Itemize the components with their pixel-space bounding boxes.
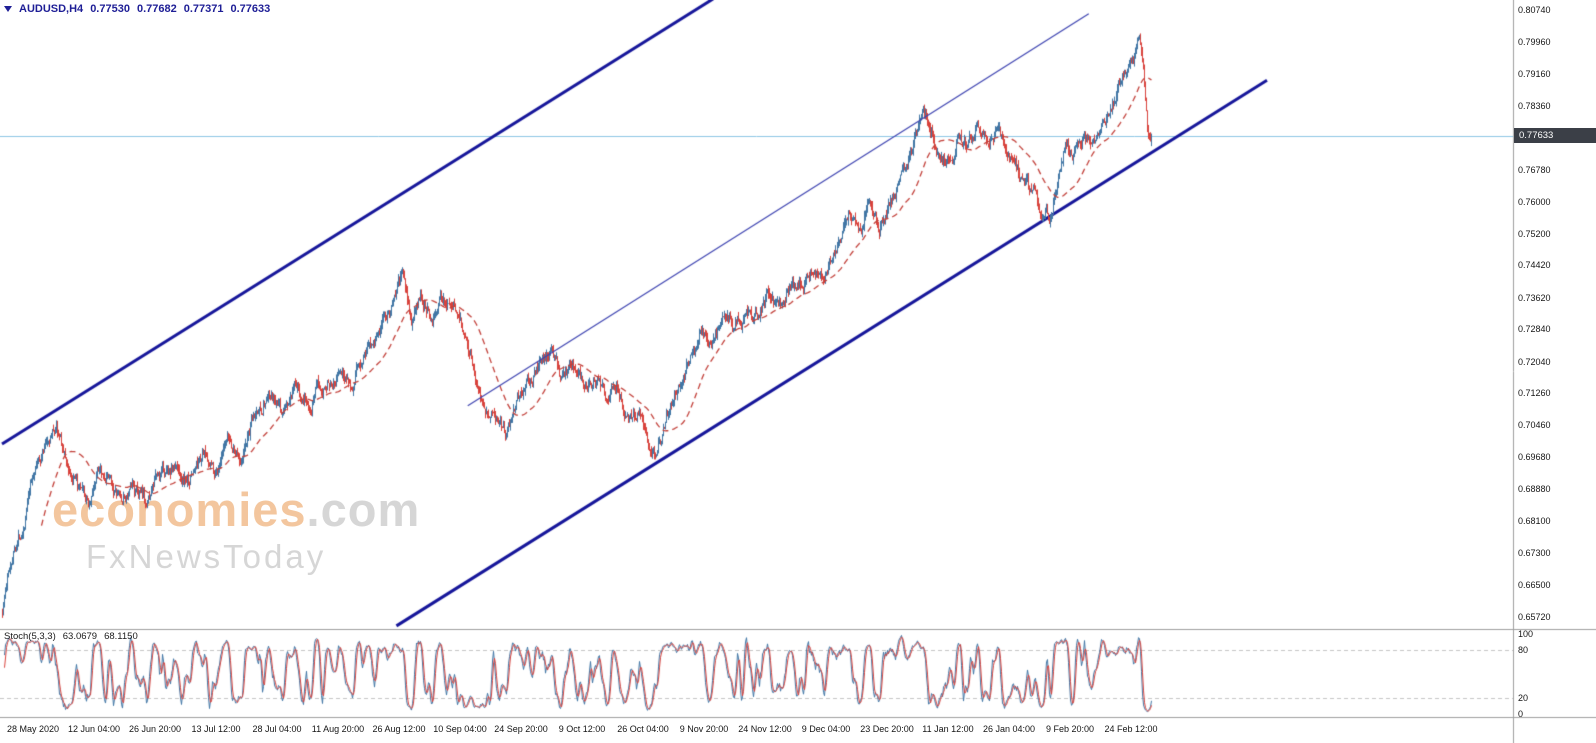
- price-axis-label: 0.80740: [1518, 5, 1551, 15]
- price-axis-label: 0.79960: [1518, 36, 1551, 47]
- symbol-period-label: AUDUSD,H4: [19, 3, 84, 15]
- low-value: 0.77371: [183, 3, 224, 15]
- stoch-axis-label: 80: [1518, 645, 1529, 655]
- current-price-badge: 0.77633: [1514, 127, 1596, 143]
- time-axis-label: 26 Aug 12:00: [372, 724, 426, 734]
- price-axis-label: 0.76780: [1518, 165, 1551, 176]
- time-axis-label: 9 Dec 04:00: [801, 724, 851, 734]
- price-axis-label: 0.68100: [1518, 515, 1551, 526]
- chart-marker-icon: [4, 6, 12, 12]
- price-axis[interactable]: 0.80740 0.79960 0.79160 0.78360 0.76780 0.760…: [1516, 0, 1596, 628]
- chart-header: AUDUSD,H4 0.77530 0.77682 0.77371 0.7763…: [4, 3, 270, 15]
- price-axis-label: 0.69680: [1518, 451, 1551, 462]
- time-axis-label: 13 Jul 12:00: [191, 724, 241, 734]
- price-axis-label: 0.75200: [1518, 228, 1551, 239]
- time-axis-label: 28 May 2020: [6, 724, 60, 734]
- price-axis-label: 0.68880: [1518, 484, 1551, 495]
- high-value: 0.77682: [136, 3, 177, 15]
- price-axis-label: 0.66500: [1518, 580, 1551, 591]
- price-axis-label: 0.67300: [1518, 548, 1551, 559]
- price-axis-label: 0.70460: [1518, 420, 1551, 431]
- time-axis-label: 24 Sep 20:00: [494, 724, 548, 734]
- time-axis-label: 11 Aug 20:00: [311, 724, 365, 734]
- time-axis[interactable]: 28 May 2020 12 Jun 04:00 26 Jun 20:00 13 Ju…: [0, 719, 1513, 741]
- open-value: 0.77530: [90, 3, 130, 15]
- time-axis-label: 10 Sep 04:00: [433, 724, 487, 734]
- time-axis-label: 9 Feb 20:00: [1045, 724, 1095, 734]
- time-axis-label: 26 Jan 04:00: [982, 724, 1036, 734]
- price-axis-label: 0.78360: [1518, 101, 1551, 112]
- stoch-header: Stoch(5,3,3) 63.0679 68.1150: [4, 631, 138, 642]
- price-axis-label: 0.79160: [1518, 68, 1551, 79]
- stoch-label: Stoch(5,3,3): [4, 631, 56, 642]
- price-axis-label: 0.71260: [1518, 388, 1551, 399]
- time-axis-label: 24 Feb 12:00: [1104, 724, 1158, 734]
- current-price-label: 0.77633: [1519, 129, 1554, 141]
- stoch-axis: 100 80 20 0: [1516, 0, 1596, 743]
- time-axis-label: 9 Oct 12:00: [558, 724, 606, 734]
- price-axis-label: 0.65720: [1518, 612, 1551, 622]
- time-axis-label: 9 Nov 20:00: [679, 724, 729, 734]
- stoch-axis-label: 100: [1518, 629, 1534, 639]
- price-axis-label: 0.74420: [1518, 260, 1551, 271]
- time-axis-label: 26 Jun 20:00: [128, 724, 182, 734]
- price-axis-label: 0.72040: [1518, 356, 1551, 367]
- price-axis-label: 0.72840: [1518, 324, 1551, 335]
- close-value: 0.77633: [230, 3, 271, 15]
- stoch-axis-label: 0: [1518, 709, 1524, 719]
- time-axis-label: 24 Nov 12:00: [738, 724, 792, 734]
- stoch-signal-value: 68.1150: [104, 631, 138, 642]
- time-axis-label: 11 Jan 12:00: [922, 724, 974, 734]
- stoch-main-value: 63.0679: [62, 631, 98, 642]
- time-axis-label: 28 Jul 04:00: [252, 724, 302, 734]
- price-axis-label: 0.73620: [1518, 292, 1551, 303]
- time-axis-label: 12 Jun 04:00: [67, 724, 121, 734]
- time-axis-label: 23 Dec 20:00: [860, 724, 914, 734]
- stoch-axis-label: 20: [1518, 693, 1529, 703]
- time-axis-label: 26 Oct 04:00: [617, 724, 669, 734]
- price-axis-label: 0.76000: [1518, 196, 1551, 207]
